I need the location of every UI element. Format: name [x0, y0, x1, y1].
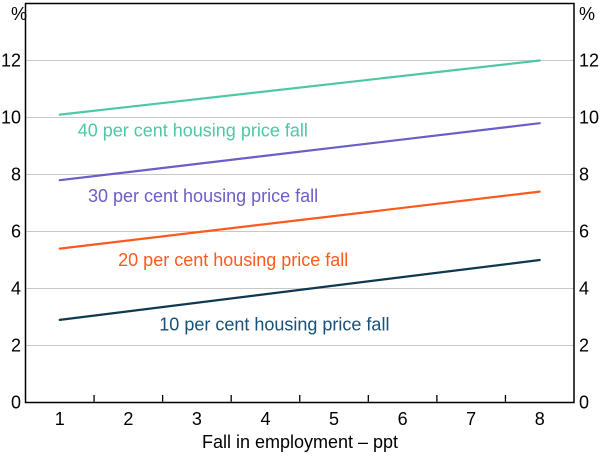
x-tick-label: 5 [329, 409, 339, 429]
y-tick-label-left: 12 [1, 51, 21, 71]
series-label: 30 per cent housing price fall [88, 186, 318, 206]
y-tick-label-right: 12 [579, 51, 599, 71]
x-tick-label: 7 [466, 409, 476, 429]
y-tick-label-left: 8 [11, 165, 21, 185]
series-line [58, 59, 541, 116]
series-label: 20 per cent housing price fall [118, 250, 348, 270]
y-tick-label-right: 2 [579, 336, 589, 356]
series-label: 40 per cent housing price fall [78, 120, 308, 140]
series-line [58, 190, 541, 250]
x-tick-label: 2 [123, 409, 133, 429]
y-tick-label-right: 8 [579, 165, 589, 185]
y-axis-unit-right: % [579, 4, 595, 24]
x-axis-title: Fall in employment – ppt [202, 432, 398, 452]
x-tick-label: 8 [535, 409, 545, 429]
y-axis-unit-left: % [11, 4, 27, 24]
x-tick-label: 6 [398, 409, 408, 429]
y-tick-label-left: 0 [11, 393, 21, 413]
y-tick-label-right: 4 [579, 279, 589, 299]
axes-layer [24, 2, 575, 404]
y-tick-label-left: 4 [11, 279, 21, 299]
gridlines-layer [26, 60, 574, 346]
x-tick-label: 4 [260, 409, 270, 429]
plot-frame [24, 2, 575, 404]
y-tick-label-left: 2 [11, 336, 21, 356]
y-tick-label-right: 6 [579, 222, 589, 242]
series-line [58, 258, 541, 321]
x-tick-label: 3 [192, 409, 202, 429]
y-tick-label-right: 10 [579, 108, 599, 128]
x-tick-label: 1 [55, 409, 65, 429]
series-line [58, 122, 541, 182]
series-label: 10 per cent housing price fall [159, 315, 389, 335]
y-tick-label-right: 0 [579, 393, 589, 413]
y-tick-label-left: 10 [1, 108, 21, 128]
series-layer: 40 per cent housing price fall 30 per cen… [58, 59, 541, 335]
y-tick-label-left: 6 [11, 222, 21, 242]
